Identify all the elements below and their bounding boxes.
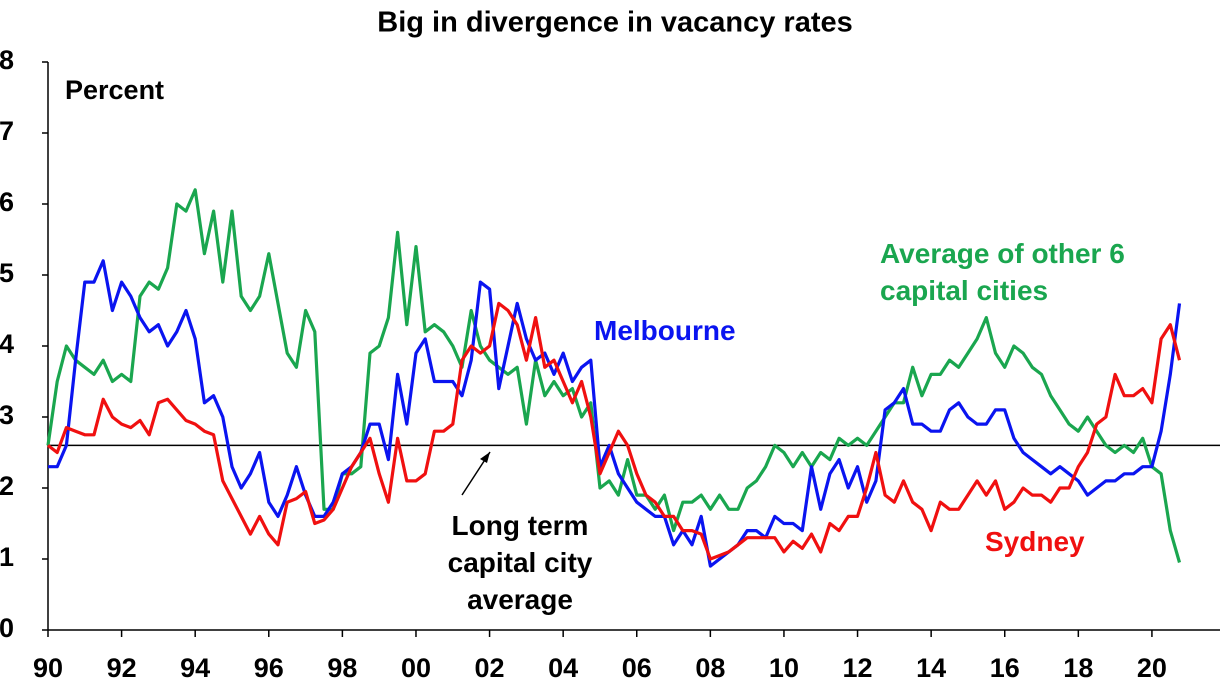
y-tick-label: 5 bbox=[0, 258, 14, 288]
series-line bbox=[48, 259, 1182, 568]
x-tick-label: 90 bbox=[33, 653, 63, 683]
x-tick-label: 10 bbox=[769, 653, 799, 683]
x-tick-label: 14 bbox=[916, 653, 946, 683]
series-line bbox=[47, 301, 1182, 561]
y-tick-label: 8 bbox=[0, 45, 14, 75]
series-label: Average of other 6 capital cities bbox=[880, 238, 1125, 306]
y-tick-label: 2 bbox=[0, 471, 14, 501]
series-label: Melbourne bbox=[594, 315, 736, 346]
y-tick-label: 0 bbox=[0, 613, 14, 643]
x-tick-label: 12 bbox=[843, 653, 873, 683]
y-axis-label: Percent bbox=[65, 75, 164, 105]
y-tick-label: 4 bbox=[0, 329, 14, 359]
chart-title: Big in divergence in vacancy rates bbox=[377, 7, 852, 39]
annotation-text: capital city bbox=[447, 547, 593, 578]
x-tick-label: 02 bbox=[475, 653, 505, 683]
x-tick-label: 08 bbox=[695, 653, 725, 683]
x-tick-label: 04 bbox=[548, 653, 578, 683]
y-tick-label: 7 bbox=[0, 116, 14, 146]
x-tick-label: 00 bbox=[401, 653, 431, 683]
x-tick-label: 06 bbox=[622, 653, 652, 683]
x-tick-label: 94 bbox=[180, 653, 210, 683]
y-tick-label: 6 bbox=[0, 187, 14, 217]
y-tick-label: 3 bbox=[0, 400, 14, 430]
x-tick-label: 18 bbox=[1063, 653, 1093, 683]
arrow-head bbox=[480, 452, 490, 463]
x-tick-label: 96 bbox=[254, 653, 284, 683]
y-tick-label: 1 bbox=[0, 542, 14, 572]
x-tick-label: 98 bbox=[327, 653, 357, 683]
x-tick-label: 92 bbox=[107, 653, 137, 683]
annotation-text: Long term bbox=[451, 510, 589, 541]
annotation-text: average bbox=[467, 584, 573, 615]
series-label: Sydney bbox=[985, 526, 1085, 557]
x-tick-label: 16 bbox=[990, 653, 1020, 683]
series-line bbox=[46, 188, 1182, 563]
x-tick-label: 20 bbox=[1137, 653, 1167, 683]
